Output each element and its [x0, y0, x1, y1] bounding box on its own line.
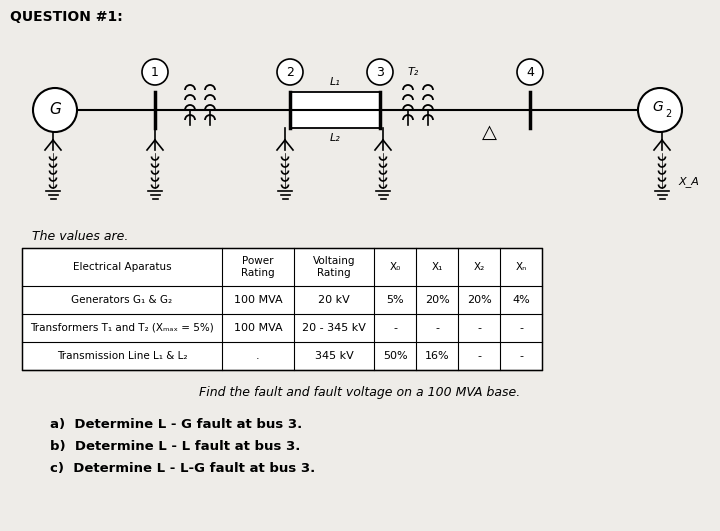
- Text: Find the fault and fault voltage on a 100 MVA base.: Find the fault and fault voltage on a 10…: [199, 386, 521, 399]
- Text: T₂: T₂: [408, 67, 418, 77]
- Circle shape: [367, 59, 393, 85]
- Text: 100 MVA: 100 MVA: [234, 323, 282, 333]
- Text: 3: 3: [376, 65, 384, 79]
- Text: 4: 4: [526, 65, 534, 79]
- Circle shape: [517, 59, 543, 85]
- Text: X₂: X₂: [473, 262, 485, 272]
- Bar: [290, 92, 380, 128]
- Text: Transformers T₁ and T₂ (Xₘₐₓ = 5%): Transformers T₁ and T₂ (Xₘₐₓ = 5%): [30, 323, 214, 333]
- Text: Xₙ: Xₙ: [516, 262, 526, 272]
- Text: b)  Determine L - L fault at bus 3.: b) Determine L - L fault at bus 3.: [50, 440, 300, 453]
- Text: X₁: X₁: [431, 262, 443, 272]
- Bar: [22, 248, 542, 370]
- Text: QUESTION #1:: QUESTION #1:: [10, 10, 122, 24]
- Text: 16%: 16%: [425, 351, 449, 361]
- Text: 1: 1: [151, 65, 159, 79]
- Text: Power
Rating: Power Rating: [241, 256, 275, 278]
- Circle shape: [277, 59, 303, 85]
- Text: 20 - 345 kV: 20 - 345 kV: [302, 323, 366, 333]
- Circle shape: [33, 88, 77, 132]
- Text: -: -: [519, 351, 523, 361]
- Text: 20%: 20%: [425, 295, 449, 305]
- Text: Electrical Aparatus: Electrical Aparatus: [73, 262, 171, 272]
- Text: -: -: [435, 323, 439, 333]
- Text: -: -: [477, 323, 481, 333]
- Text: X_A: X_A: [678, 176, 699, 187]
- Text: Generators G₁ & G₂: Generators G₁ & G₂: [71, 295, 173, 305]
- Text: L₂: L₂: [330, 133, 341, 143]
- Text: 5%: 5%: [386, 295, 404, 305]
- Text: 20 kV: 20 kV: [318, 295, 350, 305]
- Text: 50%: 50%: [383, 351, 408, 361]
- Text: L₁: L₁: [330, 77, 341, 87]
- Text: c)  Determine L - L-G fault at bus 3.: c) Determine L - L-G fault at bus 3.: [50, 462, 315, 475]
- Text: X₀: X₀: [390, 262, 401, 272]
- Text: 4%: 4%: [512, 295, 530, 305]
- Text: Voltaing
Rating: Voltaing Rating: [312, 256, 355, 278]
- Text: 100 MVA: 100 MVA: [234, 295, 282, 305]
- Text: -: -: [477, 351, 481, 361]
- Text: -: -: [393, 323, 397, 333]
- Text: Transmission Line L₁ & L₂: Transmission Line L₁ & L₂: [57, 351, 187, 361]
- Text: a)  Determine L - G fault at bus 3.: a) Determine L - G fault at bus 3.: [50, 418, 302, 431]
- Text: The values are.: The values are.: [32, 230, 128, 243]
- Text: △: △: [482, 123, 497, 141]
- Text: -: -: [519, 323, 523, 333]
- Text: 20%: 20%: [467, 295, 491, 305]
- Text: 345 kV: 345 kV: [315, 351, 354, 361]
- Text: G: G: [49, 102, 61, 117]
- Text: .: .: [256, 351, 260, 361]
- Text: G: G: [652, 100, 663, 114]
- Text: 2: 2: [665, 109, 671, 119]
- Text: 2: 2: [286, 65, 294, 79]
- Circle shape: [142, 59, 168, 85]
- Circle shape: [638, 88, 682, 132]
